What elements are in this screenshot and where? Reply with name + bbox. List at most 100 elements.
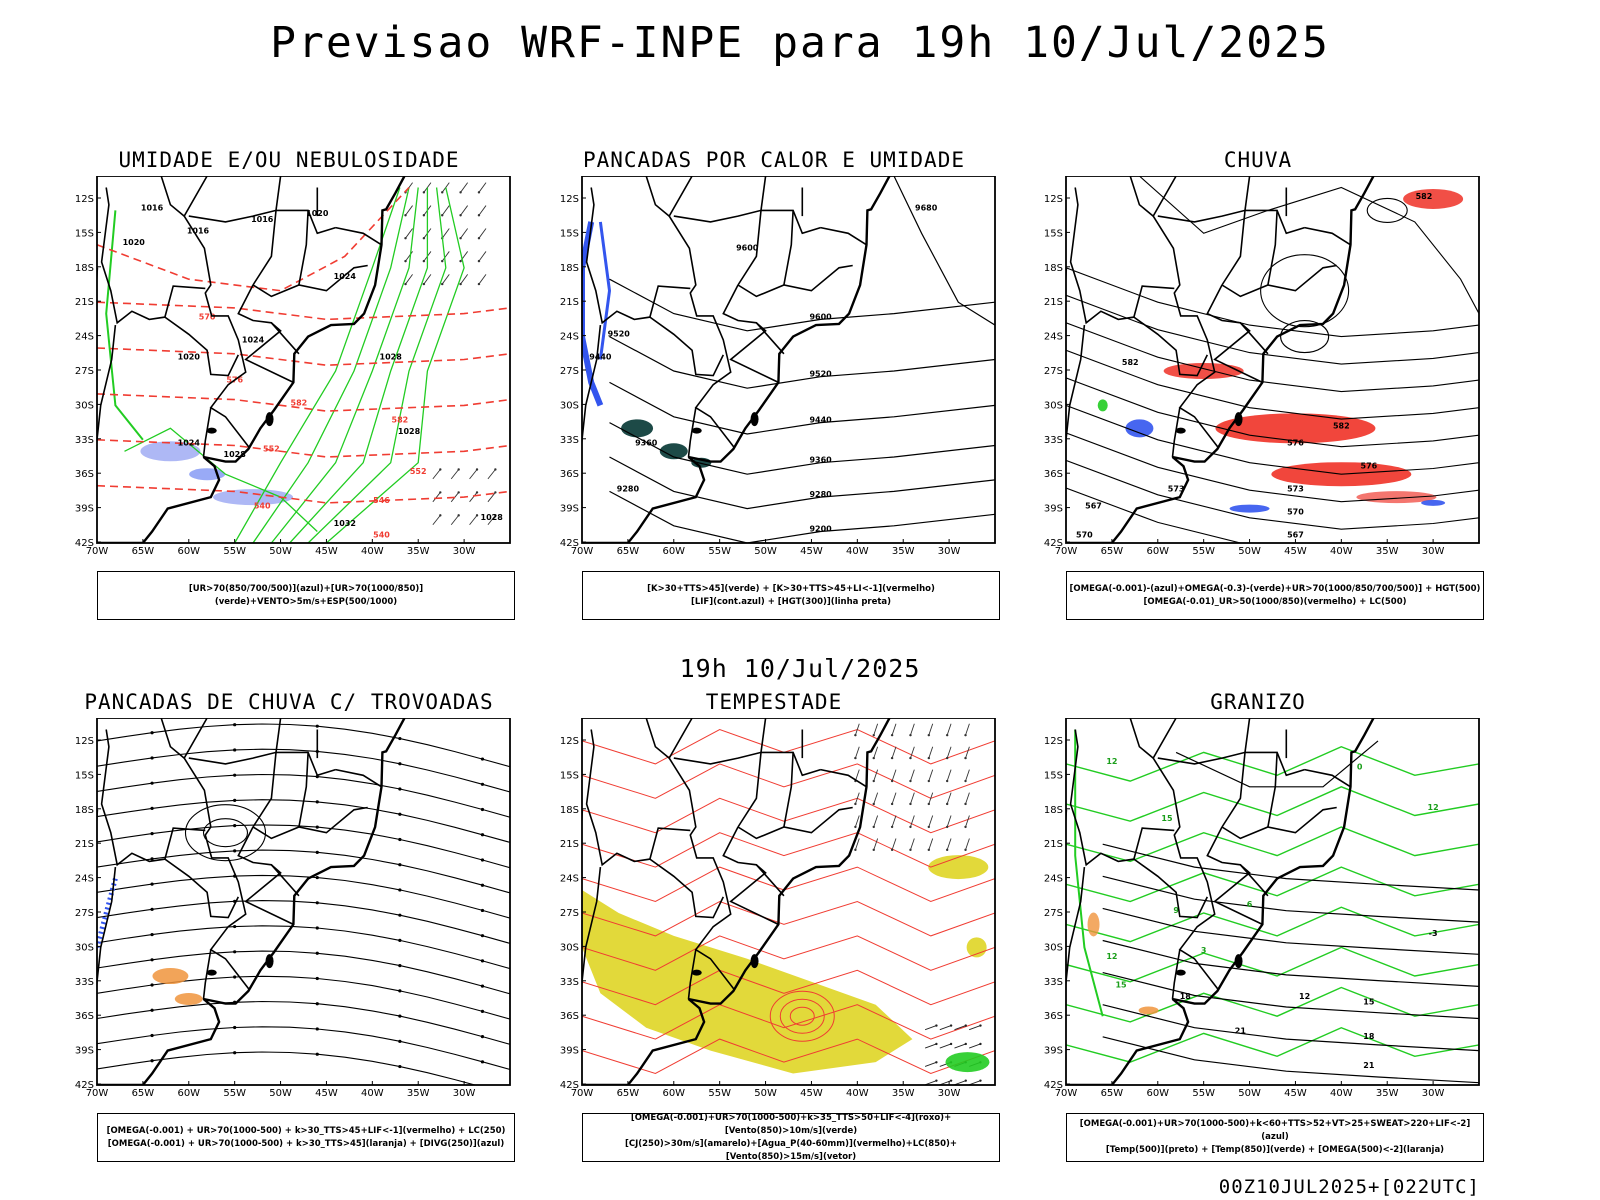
temp-500-contour (1102, 1004, 1479, 1052)
wind-vector-850 (946, 746, 952, 759)
geopotential-label: 570 (1076, 530, 1093, 539)
wind-vector-850 (965, 769, 970, 782)
legend-caption-line: [OMEGA(-0.001) + UR>70(1000-500) + k>30_… (106, 1125, 506, 1136)
border-line (582, 325, 602, 448)
lon-tick-label: 40W (1330, 1088, 1353, 1099)
legend-caption-line: [OMEGA(-0.001)+UR>70(1000-500)+k>35_TTS>… (630, 1112, 952, 1136)
temperature-label: 18 (1180, 992, 1192, 1001)
pressure-label: 1016 (141, 203, 164, 212)
border-line (1171, 949, 1181, 1000)
border-line (100, 729, 206, 867)
temp-500-contour (1102, 907, 1479, 955)
wind-vector (460, 205, 469, 216)
lon-tick-label: 55W (223, 546, 246, 557)
geopotential-contour (1066, 349, 1479, 420)
panel-granizo: GRANIZO 12 15 18 21 12 15 18 21 -3 0 3 6 9 12 12 15 12S 15… (1033, 690, 1484, 1170)
lat-tick-label: 39S (75, 504, 94, 515)
border-line (160, 176, 185, 217)
lon-tick-label: 45W (800, 546, 823, 557)
height-label: 9200 (809, 525, 832, 534)
wind-vector-850 (946, 815, 952, 828)
temperature-label: 0 (1357, 763, 1363, 772)
border-line (1133, 858, 1209, 919)
lif-blue-area (582, 221, 604, 407)
border-line (673, 751, 821, 777)
rain-red-area (1403, 188, 1464, 209)
legend-caption: [UR>70(850/700/500)](azul)+[UR>70(1000/8… (97, 571, 515, 620)
wind-vector-850 (928, 723, 934, 736)
lagoon (265, 954, 274, 969)
lat-tick-label: 21S (560, 839, 579, 850)
rain-red-area (1356, 491, 1437, 504)
streamline-850 (582, 832, 995, 868)
wind-vector-850 (924, 1043, 937, 1049)
wind-vector-850 (854, 838, 860, 850)
height-label: 9440 (809, 416, 832, 425)
lon-tick-label: 40W (361, 1088, 384, 1099)
temp-500-contour (1102, 972, 1479, 1020)
lat-tick-label: 24S (1044, 332, 1063, 343)
streamline (97, 1000, 510, 1045)
lon-tick-label: 60W (177, 1088, 200, 1099)
lat-tick-label: 33S (1044, 977, 1063, 988)
panel-title: TEMPESTADE (705, 690, 843, 714)
wind-vector (450, 515, 460, 526)
thickness-label: 552 (263, 444, 280, 453)
wind-vector-850 (891, 769, 897, 782)
border-line (252, 264, 368, 298)
geopotential-contour (1260, 254, 1350, 328)
lat-tick-label: 15S (560, 770, 579, 781)
lat-tick-label: 27S (75, 908, 94, 919)
temp-850-contour (1066, 826, 1479, 863)
lat-tick-label: 21S (75, 297, 94, 308)
thickness-label: 540 (254, 502, 271, 511)
lat-tick-label: 18S (75, 805, 94, 816)
geopotential-label: 573 (1287, 484, 1304, 493)
height-contour (893, 176, 995, 326)
geopotential-contour (1280, 320, 1330, 354)
lat-tick-label: 24S (1044, 874, 1063, 885)
wind-vector (460, 274, 469, 285)
wind-vector-850 (969, 1080, 981, 1085)
border-line (335, 768, 382, 788)
lat-tick-label: 12S (560, 194, 579, 205)
geopotential-contour (1066, 487, 1243, 543)
pressure-label: 1020 (123, 238, 146, 247)
streamline-850 (582, 900, 995, 937)
border-line (252, 210, 277, 286)
border-line (760, 176, 767, 211)
geopotential-label: 576 (1361, 461, 1378, 470)
border-line (649, 316, 725, 377)
wind-vector (405, 274, 413, 285)
wind-vector-850 (946, 838, 952, 850)
border-line (585, 187, 691, 325)
border-line (1244, 176, 1251, 211)
map-frame (1065, 718, 1480, 1086)
border-line (160, 718, 185, 759)
lon-tick-label: 70W (1055, 546, 1078, 557)
lat-tick-label: 21S (75, 839, 94, 850)
wind-vector-850 (928, 769, 934, 782)
geopotential-contour (1066, 404, 1479, 475)
lagoon (750, 412, 759, 427)
wind-vector (441, 205, 450, 216)
height-label: 9360 (635, 439, 658, 448)
legend-caption-line: [K>30+TTS>45](verde) + [K>30+TTS>45+LI<-… (647, 583, 935, 594)
legend-caption-line: [CJ(250)>30m/s](amarelo)+[Agua_P(40-60mm… (624, 1138, 958, 1162)
lat-tick-label: 15S (1044, 770, 1063, 781)
lon-tick-label: 40W (361, 546, 384, 557)
pressure-label: 1028 (380, 353, 403, 362)
wind-vector-850 (965, 815, 970, 828)
border-line (252, 806, 368, 840)
border-line (729, 322, 779, 384)
streamline-850 (789, 1006, 815, 1026)
lat-tick-label: 27S (75, 366, 94, 377)
height-label: 9280 (809, 490, 832, 499)
border-line (1069, 187, 1175, 325)
lat-tick-label: 30S (75, 942, 94, 953)
legend-caption: [OMEGA(-0.001)-(azul)+OMEGA(-0.3)-(verde… (1066, 571, 1484, 620)
temperature-label: -3 (1429, 929, 1438, 938)
lat-tick-label: 27S (1044, 908, 1063, 919)
wind-vector (405, 205, 413, 216)
wind-vector (441, 228, 450, 239)
